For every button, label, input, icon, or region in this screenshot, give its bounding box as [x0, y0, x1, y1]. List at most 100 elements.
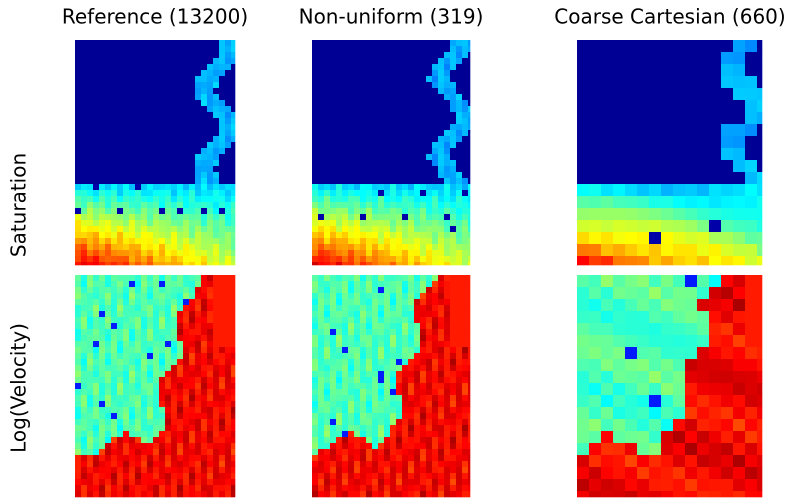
heatmap-cell	[438, 40, 444, 46]
heatmap-cell	[201, 365, 207, 371]
heatmap-cell	[93, 425, 99, 431]
heatmap-cell	[649, 479, 661, 491]
heatmap-cell	[721, 220, 733, 232]
heatmap-cell	[195, 317, 201, 323]
heatmap-cell	[426, 287, 432, 293]
heatmap-cell	[141, 40, 147, 46]
heatmap-cell	[390, 341, 396, 347]
heatmap-cell	[165, 244, 171, 250]
heatmap-cell	[324, 172, 330, 178]
heatmap-cell	[189, 407, 195, 413]
heatmap-cell	[165, 467, 171, 473]
heatmap-cell	[396, 52, 402, 58]
heatmap-cell	[201, 208, 207, 214]
heatmap-cell	[438, 202, 444, 208]
heatmap-cell	[390, 389, 396, 395]
heatmap-cell	[141, 232, 147, 238]
heatmap-cell	[414, 275, 420, 281]
heatmap-cell	[432, 106, 438, 112]
heatmap-cell	[649, 160, 661, 172]
heatmap-cell	[378, 136, 384, 142]
heatmap-cell	[426, 232, 432, 238]
heatmap-cell	[93, 94, 99, 100]
heatmap-cell	[189, 311, 195, 317]
heatmap-cell	[468, 473, 470, 479]
heatmap-cell	[390, 443, 396, 449]
heatmap-cell	[165, 401, 171, 407]
heatmap-cell	[432, 287, 438, 293]
heatmap-cell	[360, 64, 366, 70]
heatmap-cell	[360, 106, 366, 112]
heatmap-cell	[231, 443, 235, 449]
heatmap-cell	[153, 142, 159, 148]
heatmap-cell	[111, 455, 117, 461]
heatmap-cell	[372, 365, 378, 371]
heatmap-cell	[348, 275, 354, 281]
heatmap-cell	[709, 256, 721, 265]
heatmap-cell	[93, 329, 99, 335]
heatmap-cell	[450, 106, 456, 112]
heatmap-cell	[153, 275, 159, 281]
heatmap-cell	[189, 124, 195, 130]
heatmap-cell	[123, 431, 129, 437]
heatmap-cell	[312, 335, 318, 341]
heatmap-cell	[426, 118, 432, 124]
heatmap-cell	[438, 208, 444, 214]
heatmap-cell	[697, 323, 709, 335]
heatmap-cell	[414, 365, 420, 371]
heatmap-cell	[207, 208, 213, 214]
heatmap-cell	[709, 299, 721, 311]
heatmap-cell	[195, 250, 201, 256]
heatmap-cell	[93, 244, 99, 250]
heatmap-cell	[87, 100, 93, 106]
heatmap-cell	[384, 317, 390, 323]
heatmap-cell	[177, 383, 183, 389]
heatmap-cell	[324, 347, 330, 353]
heatmap-cell	[129, 485, 135, 491]
heatmap-cell	[213, 383, 219, 389]
heatmap-cell	[402, 64, 408, 70]
heatmap-cell	[189, 58, 195, 64]
heatmap-cell	[189, 341, 195, 347]
heatmap-cell	[213, 455, 219, 461]
heatmap-cell	[342, 220, 348, 226]
heatmap-cell	[207, 491, 213, 497]
heatmap-cell	[165, 94, 171, 100]
heatmap-cell	[189, 238, 195, 244]
heatmap-cell	[81, 88, 87, 94]
heatmap-cell	[390, 112, 396, 118]
heatmap-cell	[201, 305, 207, 311]
heatmap-cell	[456, 407, 462, 413]
heatmap-cell	[123, 491, 129, 497]
heatmap-cell	[225, 443, 231, 449]
heatmap-cell	[183, 413, 189, 419]
heatmap-cell	[159, 100, 165, 106]
heatmap-cell	[129, 413, 135, 419]
heatmap-cell	[87, 425, 93, 431]
heatmap-cell	[213, 371, 219, 377]
heatmap-cell	[444, 329, 450, 335]
heatmap-cell	[231, 383, 235, 389]
heatmap-cell	[318, 413, 324, 419]
heatmap-cell	[444, 82, 450, 88]
heatmap-cell	[207, 467, 213, 473]
heatmap-cell	[601, 311, 613, 323]
heatmap-cell	[231, 184, 235, 190]
heatmap-cell	[444, 401, 450, 407]
heatmap-cell	[673, 160, 685, 172]
heatmap-cell	[390, 52, 396, 58]
heatmap-cell	[390, 461, 396, 467]
heatmap-cell	[147, 461, 153, 467]
heatmap-cell	[87, 353, 93, 359]
heatmap-cell	[105, 491, 111, 497]
heatmap-cell	[577, 88, 589, 100]
heatmap-cell	[219, 166, 225, 172]
heatmap-cell	[402, 377, 408, 383]
heatmap-cell	[75, 425, 81, 431]
heatmap-cell	[456, 130, 462, 136]
heatmap-cell	[601, 479, 613, 491]
heatmap-cell	[153, 323, 159, 329]
heatmap-cell	[577, 275, 589, 287]
heatmap-cell	[721, 455, 733, 467]
heatmap-cell	[348, 467, 354, 473]
